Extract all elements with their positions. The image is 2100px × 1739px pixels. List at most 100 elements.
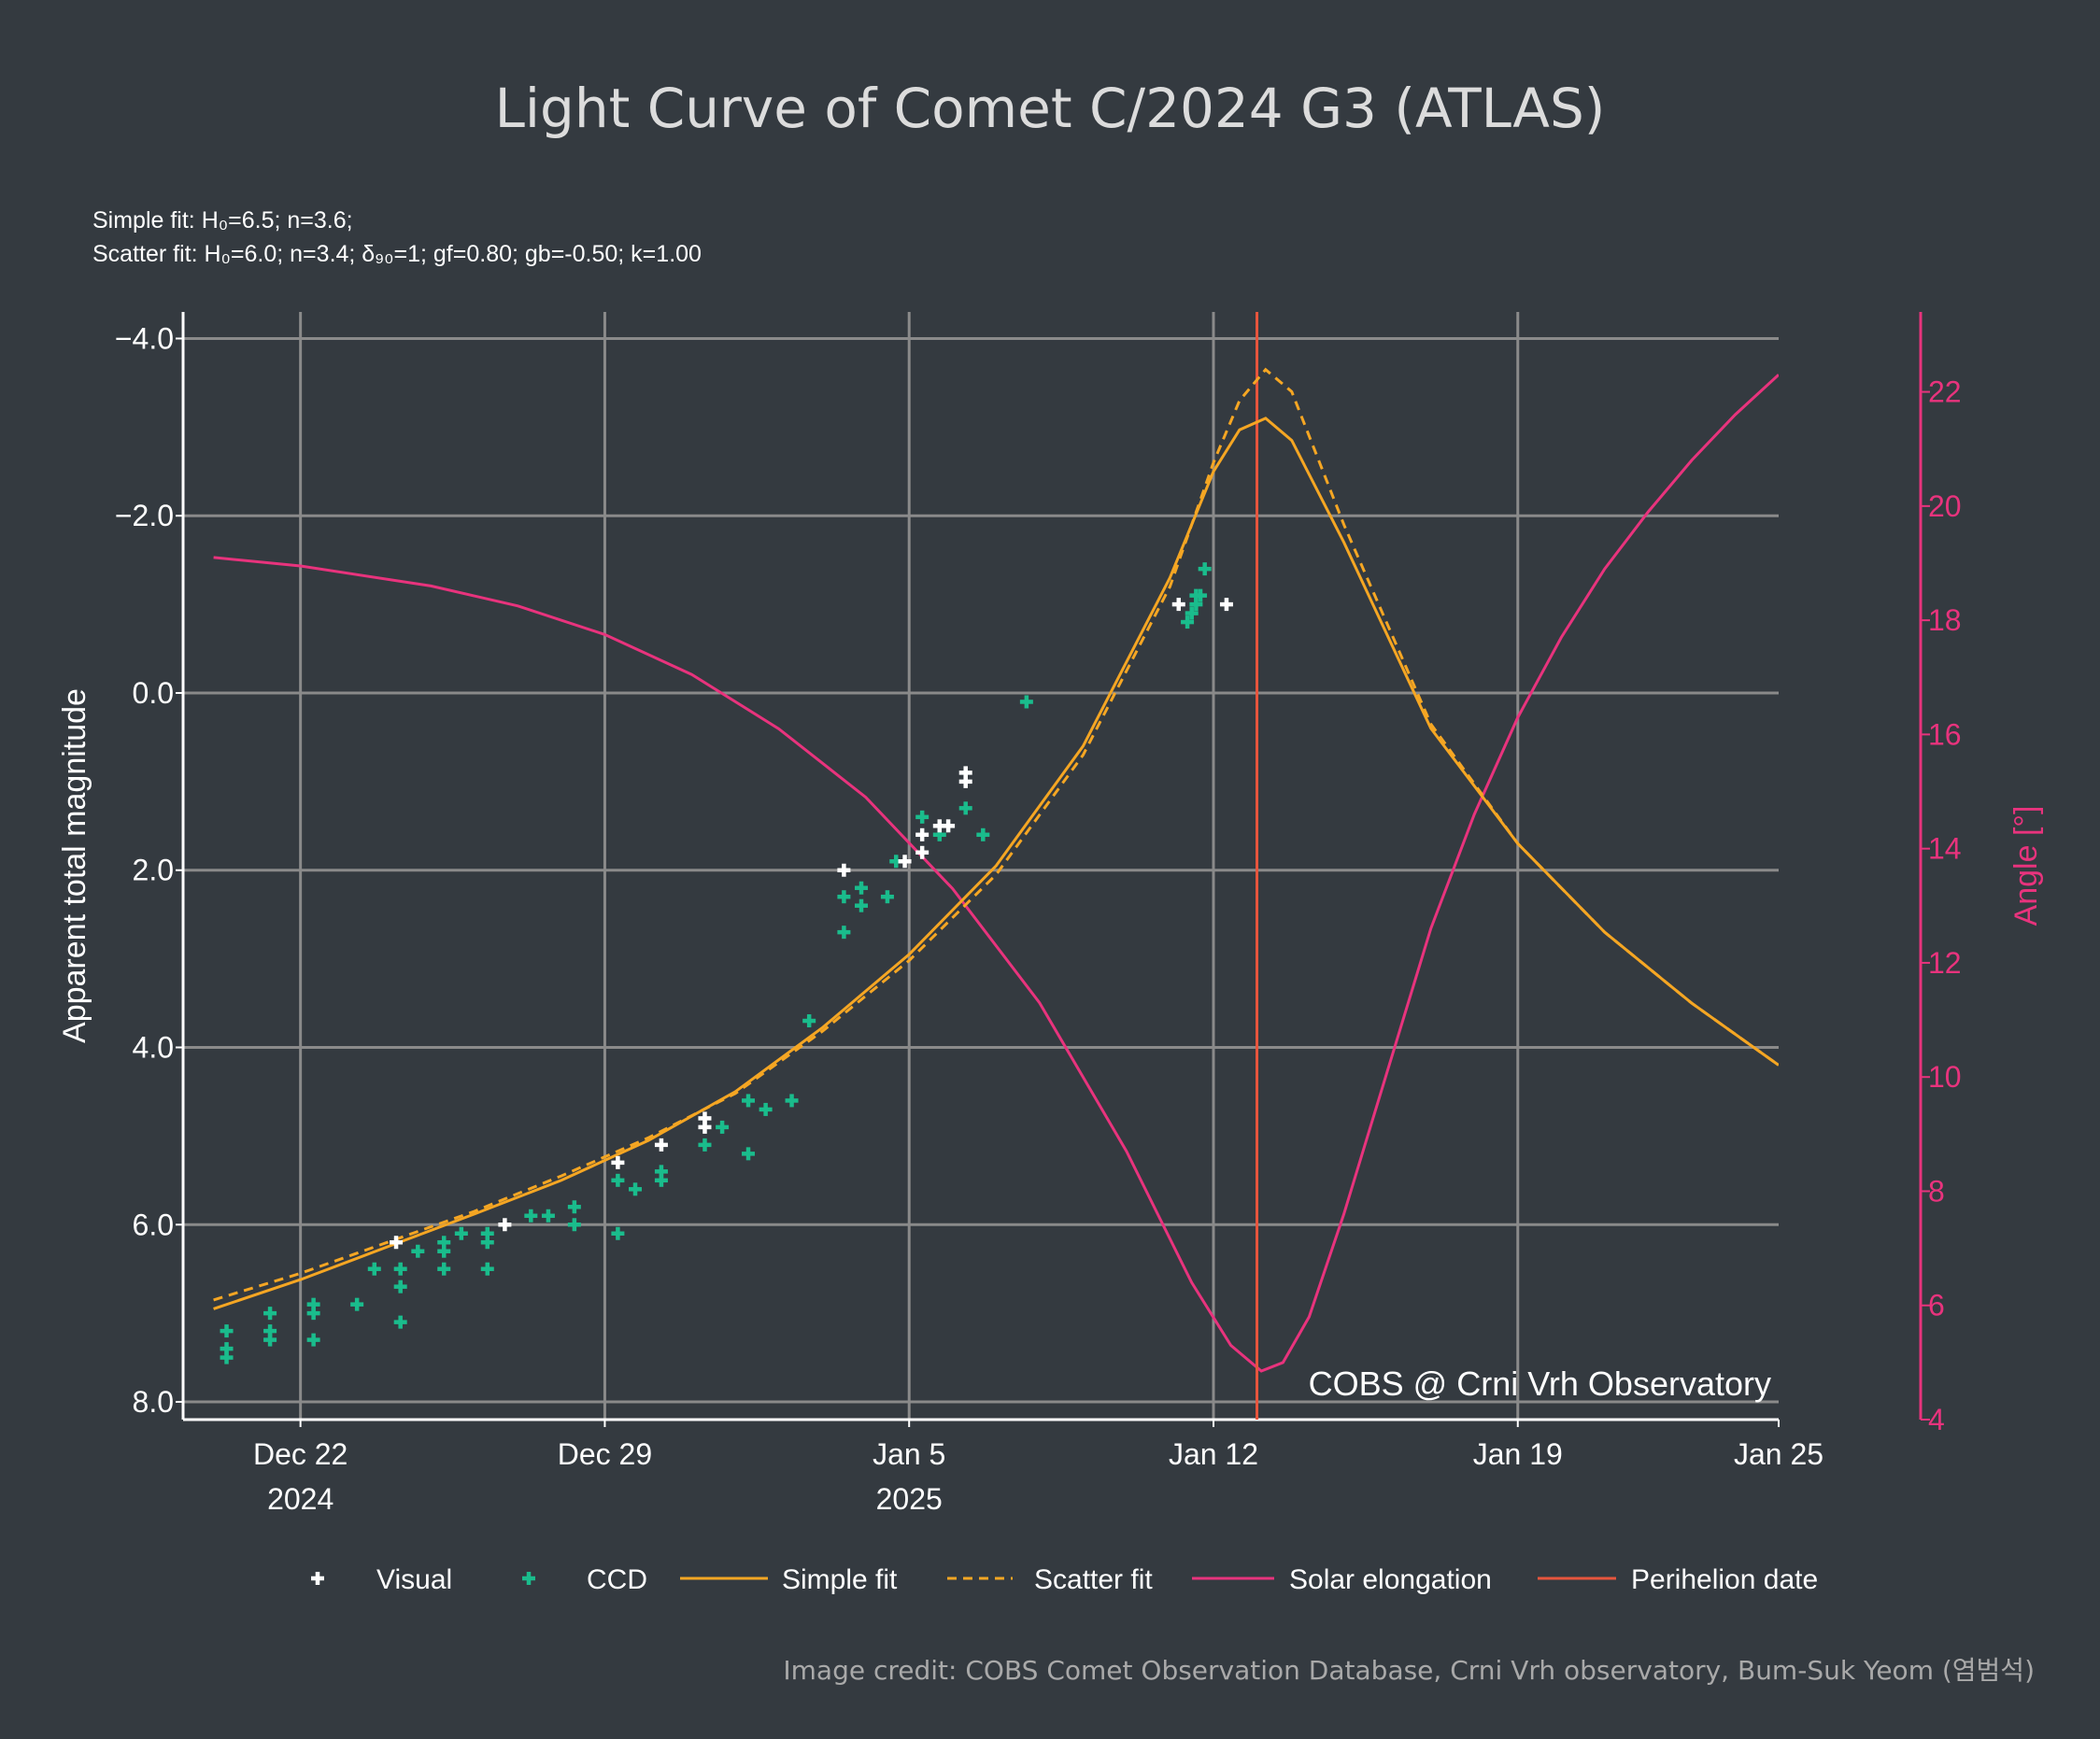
visual-point (611, 1155, 625, 1169)
legend-item-visual: Visual (311, 1564, 452, 1595)
ccd-point-v (441, 1236, 447, 1250)
ccd-point-v (745, 1147, 751, 1161)
ccd-point (759, 1102, 773, 1116)
x-tick-label: Jan 25 (1734, 1437, 1823, 1471)
ccd-point (742, 1094, 756, 1108)
visual-point-v (937, 819, 943, 833)
ccd-point (915, 810, 929, 824)
ccd-point (1181, 615, 1195, 629)
ccd-point (654, 1173, 668, 1187)
legend-ccd-symbol-v (526, 1572, 532, 1585)
ccd-point (837, 926, 851, 940)
y2-axis-title: Angle [°] (2008, 806, 2044, 926)
ccd-point (437, 1244, 451, 1258)
image-credit: Image credit: COBS Comet Observation Dat… (783, 1655, 2035, 1686)
ccd-point-v (441, 1262, 447, 1276)
ccd-point (480, 1262, 494, 1276)
visual-point-v (919, 827, 925, 841)
ccd-point-v (745, 1094, 751, 1108)
ccd-point (932, 827, 946, 841)
ccd-point (785, 1094, 799, 1108)
legend-item-ccd: CCD (522, 1564, 647, 1595)
ccd-point-v (1198, 588, 1203, 602)
ccd-point-v (659, 1173, 664, 1187)
ccd-point-v (311, 1297, 316, 1311)
ccd-point (524, 1209, 538, 1223)
fit-params-simple: Simple fit: H₀=6.5; n=3.6; (92, 207, 353, 233)
ccd-point-v (398, 1280, 403, 1294)
visual-point (837, 863, 851, 877)
plot-series (213, 312, 1779, 1420)
x-tick-label: Jan 12 (1169, 1437, 1258, 1471)
legend-item-simple: Simple fit (680, 1564, 898, 1595)
ccd-point-v (267, 1333, 273, 1347)
y-axis-title: Apparent total magnitude (57, 688, 92, 1043)
ccd-point (880, 890, 894, 904)
visual-point-v (1224, 598, 1229, 612)
ccd-point-v (632, 1182, 638, 1196)
ccd-point (263, 1333, 277, 1347)
fit-params-scatter: Scatter fit: H₀=6.0; n=3.4; δ₉₀=1; gf=0.… (92, 241, 702, 267)
ccd-point (1194, 588, 1208, 602)
x-tick-label: Dec 29 (558, 1437, 652, 1471)
simple-fit-line (213, 417, 1779, 1310)
visual-point (958, 774, 972, 788)
ccd-point-v (702, 1138, 707, 1152)
ccd-point-v (659, 1165, 664, 1179)
visual-point (390, 1236, 404, 1250)
ccd-point-v (224, 1350, 229, 1364)
ccd-point (220, 1324, 234, 1338)
legend-label: Perihelion date (1631, 1564, 1818, 1595)
ccd-point-v (459, 1226, 464, 1240)
ccd-point-v (937, 827, 943, 841)
y2-tick-label: 14 (1928, 832, 1962, 866)
ccd-point (567, 1218, 581, 1232)
ccd-point-v (981, 827, 986, 841)
ccd-point-v (858, 881, 864, 895)
scatter-fit-line (213, 367, 1779, 1302)
legend-ccd-symbol (522, 1572, 535, 1585)
ccd-point-v (1024, 695, 1029, 709)
ccd-point-v (398, 1315, 403, 1329)
ccd-point (220, 1342, 234, 1356)
y2-tick-label: 10 (1928, 1060, 1962, 1094)
x-tick-label: Jan 5 (873, 1437, 945, 1471)
y2-tick-label: 8 (1928, 1174, 1945, 1208)
ccd-point (567, 1200, 581, 1214)
ccd-point (411, 1244, 425, 1258)
y2-tick-label: 18 (1928, 603, 1962, 637)
ccd-point (393, 1315, 407, 1329)
visual-point-v (1176, 598, 1182, 612)
ccd-point-v (719, 1120, 725, 1134)
visual-point (698, 1120, 712, 1134)
ccd-point (480, 1226, 494, 1240)
ccd-point (220, 1350, 234, 1364)
legend-label: Solar elongation (1289, 1564, 1492, 1595)
visual-point (1219, 598, 1233, 612)
ccd-point (742, 1147, 756, 1161)
ccd-point-v (372, 1262, 377, 1276)
ccd-point-v (485, 1236, 490, 1250)
ccd-point-v (354, 1297, 360, 1311)
ccd-point (802, 1014, 816, 1028)
visual-point-v (503, 1218, 507, 1232)
x-tick-year-label: 2025 (876, 1482, 943, 1516)
ccd-point-v (572, 1200, 577, 1214)
ccd-point (393, 1280, 407, 1294)
y-tick-label: 0.0 (133, 676, 174, 710)
ccd-point-v (546, 1209, 551, 1223)
y2-tick-label: 20 (1928, 489, 1962, 523)
ccd-point (1189, 598, 1203, 612)
ccd-point (263, 1324, 277, 1338)
visual-point (1171, 598, 1185, 612)
ccd-point-v (616, 1173, 620, 1187)
ccd-point (1185, 606, 1199, 620)
ccd-point (611, 1226, 625, 1240)
x-tick-label: Jan 19 (1473, 1437, 1563, 1471)
y-tick-label: 2.0 (133, 854, 174, 887)
ccd-point-v (398, 1262, 403, 1276)
ccd-point-v (441, 1244, 447, 1258)
ccd-point-v (1194, 598, 1199, 612)
ccd-point (437, 1262, 451, 1276)
